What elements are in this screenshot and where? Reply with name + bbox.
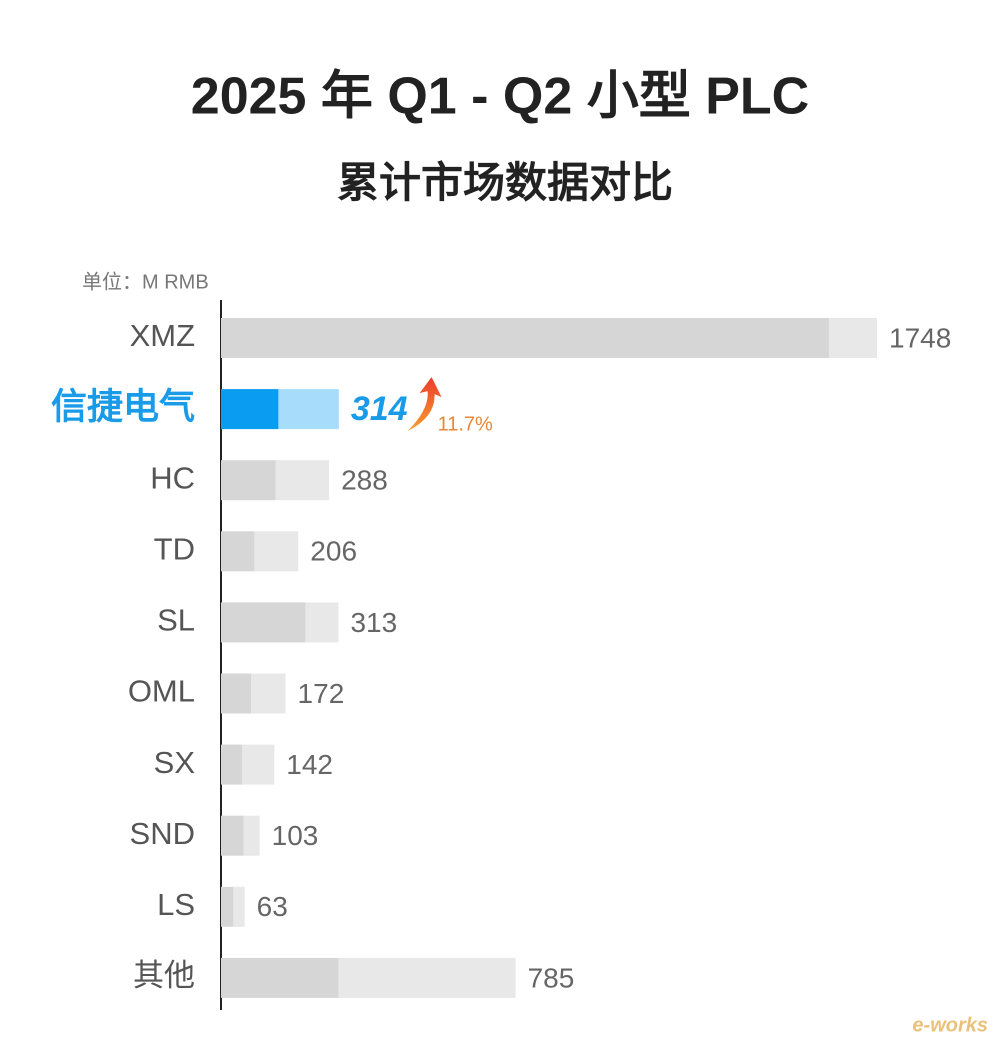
value-label: 103 bbox=[272, 820, 319, 851]
bar-segment bbox=[233, 886, 245, 927]
bar-segment bbox=[221, 744, 243, 785]
value-label: 63 bbox=[257, 891, 288, 922]
bar-segment bbox=[275, 460, 330, 501]
bar-segment bbox=[828, 318, 877, 358]
bar-segment bbox=[221, 460, 276, 501]
bar-segment bbox=[254, 531, 299, 572]
growth-annotation: 11.7% bbox=[438, 413, 493, 435]
y-tick-label: OML bbox=[128, 674, 195, 709]
value-label: 288 bbox=[341, 465, 388, 496]
bar-segment bbox=[221, 389, 279, 430]
bar-segment bbox=[243, 815, 260, 856]
value-label: 1748 bbox=[889, 322, 951, 353]
value-label: 314 bbox=[351, 390, 408, 428]
y-tick-label: TD bbox=[154, 531, 195, 566]
value-label: 313 bbox=[350, 607, 397, 638]
y-tick-label: 其他 bbox=[133, 958, 195, 993]
chart-subtitle: 累计市场数据对比 bbox=[337, 159, 673, 206]
bar-segment bbox=[278, 389, 339, 430]
y-tick-label: 信捷电气 bbox=[51, 386, 195, 427]
bar-segment bbox=[242, 744, 275, 785]
y-tick-label: HC bbox=[150, 460, 195, 495]
unit-label: 单位：M RMB bbox=[82, 270, 209, 293]
bar-segment bbox=[221, 602, 306, 643]
value-label: 142 bbox=[286, 749, 333, 780]
y-tick-label: SND bbox=[130, 816, 195, 851]
value-label: 206 bbox=[310, 536, 357, 567]
value-label: 785 bbox=[528, 962, 575, 993]
y-tick-label: SX bbox=[154, 745, 196, 780]
bar-segment bbox=[221, 815, 244, 856]
bar-segment bbox=[221, 957, 339, 998]
growth-arrow bbox=[407, 377, 442, 432]
y-tick-label: LS bbox=[157, 887, 195, 922]
y-tick-label: XMZ bbox=[130, 318, 195, 353]
bar-segment bbox=[221, 531, 255, 572]
bar-segment bbox=[338, 957, 516, 998]
chart-title: 2025 年 Q1 - Q2 小型 PLC bbox=[191, 68, 809, 126]
bar-segment bbox=[221, 886, 234, 927]
bar-segment bbox=[221, 318, 829, 358]
bar-segment bbox=[305, 602, 339, 643]
y-tick-label: SL bbox=[157, 603, 195, 638]
bar-segment bbox=[251, 673, 286, 714]
watermark: e-works bbox=[912, 1014, 988, 1036]
value-label: 172 bbox=[298, 678, 345, 709]
bar-segment bbox=[221, 673, 252, 714]
